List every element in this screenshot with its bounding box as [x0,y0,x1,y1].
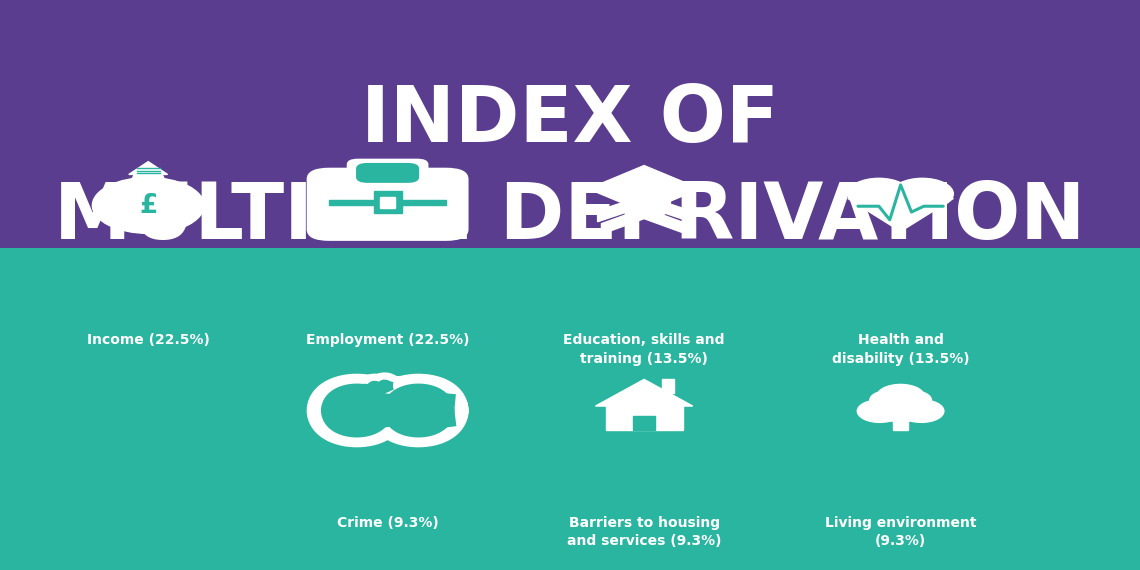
Bar [662,378,674,393]
Circle shape [891,178,953,209]
Text: Barriers to housing
and services (9.3%): Barriers to housing and services (9.3%) [567,516,722,548]
Bar [374,192,401,213]
FancyBboxPatch shape [347,158,429,185]
Circle shape [92,177,204,233]
Circle shape [894,390,931,410]
Polygon shape [595,380,693,406]
Text: Health and
disability (13.5%): Health and disability (13.5%) [832,333,969,366]
Polygon shape [597,196,691,222]
Circle shape [870,390,907,410]
Text: INDEX OF: INDEX OF [361,82,779,158]
Polygon shape [602,208,686,234]
Text: Living environment
(9.3%): Living environment (9.3%) [825,516,976,548]
Text: Education, skills and
training (13.5%): Education, skills and training (13.5%) [563,333,725,366]
Text: Income (22.5%): Income (22.5%) [87,333,210,348]
Text: MULTIPLE DEPRIVATION: MULTIPLE DEPRIVATION [55,178,1085,255]
Bar [634,417,654,430]
Circle shape [848,178,910,209]
FancyBboxPatch shape [307,168,469,241]
Bar [0,248,1140,570]
Bar [0,0,1140,248]
Text: Employment (22.5%): Employment (22.5%) [306,333,470,348]
Polygon shape [131,174,165,181]
FancyBboxPatch shape [356,163,420,183]
Bar [380,197,396,208]
Bar [894,413,907,430]
Circle shape [898,400,944,422]
Circle shape [857,400,903,422]
Text: Crime (9.3%): Crime (9.3%) [336,516,439,530]
Bar [329,200,446,205]
Circle shape [877,384,925,408]
Polygon shape [129,162,168,174]
Polygon shape [588,165,700,212]
Circle shape [872,393,929,422]
Polygon shape [848,185,953,231]
Bar [605,405,683,430]
Text: £: £ [139,193,157,219]
